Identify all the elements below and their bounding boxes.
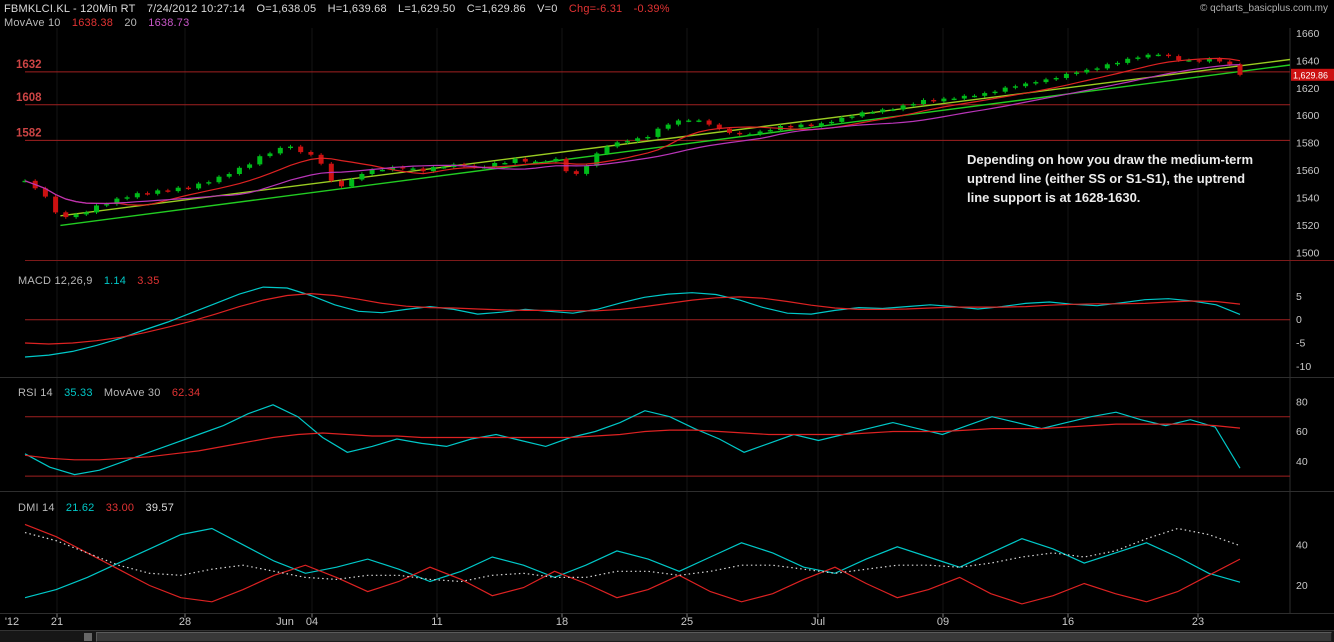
svg-text:40: 40 [1296,456,1308,468]
high-value: H=1,639.68 [327,3,387,15]
dmi-adx-value: 39.57 [145,502,175,514]
svg-text:Jul: Jul [811,616,825,628]
rsi-movave-value: 62.34 [171,387,201,399]
dmi-legend: DMI 14 21.62 33.00 39.57 [18,502,182,514]
svg-text:23: 23 [1192,616,1204,628]
scrollbar-left-cap[interactable] [84,633,92,641]
svg-text:40: 40 [1296,539,1308,551]
movave-label: MovAve 10 [4,17,61,29]
svg-text:1540: 1540 [1296,193,1320,205]
svg-text:5: 5 [1296,291,1302,303]
analyst-annotation: Depending on how you draw the medium-ter… [967,152,1254,205]
dmi-minus-di-value: 33.00 [105,502,135,514]
svg-text:1580: 1580 [1296,138,1320,150]
low-value: L=1,629.50 [398,3,456,15]
svg-text:09: 09 [937,616,949,628]
svg-text:28: 28 [179,616,191,628]
svg-text:0: 0 [1296,314,1302,326]
svg-text:1520: 1520 [1296,220,1320,232]
scrollbar-thumb[interactable] [96,632,1332,642]
svg-text:21: 21 [51,616,63,628]
macd-legend: MACD 12,26,9 1.14 3.35 [18,275,168,287]
copyright-label: © qcharts_basicplus.com.my [1200,3,1328,14]
movave-legend: MovAve 10 1638.38 20 1638.73 [4,17,197,29]
svg-text:1640: 1640 [1296,55,1320,67]
change-value: Chg=-6.31 [568,3,623,15]
dmi-label: DMI 14 [18,502,55,514]
svg-text:-5: -5 [1296,338,1305,350]
svg-text:04: 04 [306,616,318,628]
open-value: O=1,638.05 [256,3,317,15]
rsi-legend: RSI 14 35.33 MovAve 30 62.34 [18,387,208,399]
svg-text:80: 80 [1296,396,1308,408]
svg-text:1660: 1660 [1296,28,1320,40]
movave20-value: 1638.73 [148,17,190,29]
volume-value: V=0 [537,3,558,15]
svg-text:60: 60 [1296,426,1308,438]
svg-text:1608: 1608 [16,92,42,104]
svg-text:Jun: Jun [276,616,294,628]
close-value: C=1,629.86 [466,3,526,15]
change-pct-value: -0.39% [633,3,670,15]
svg-text:11: 11 [431,616,442,628]
movave10-value: 1638.38 [71,17,114,29]
svg-text:-10: -10 [1296,361,1311,373]
svg-text:1632: 1632 [16,59,42,71]
header-bar: FBMKLCI.KL - 120Min RT 7/24/2012 10:27:1… [4,3,678,15]
symbol-label: FBMKLCI.KL - 120Min RT [4,3,136,15]
movave20-label: 20 [124,17,137,29]
svg-text:1500: 1500 [1296,247,1320,259]
svg-text:1600: 1600 [1296,110,1320,122]
rsi-movave-label: MovAve 30 [103,387,161,399]
svg-text:20: 20 [1296,580,1308,592]
macd-signal-value: 3.35 [137,275,160,287]
datetime-label: 7/24/2012 10:27:14 [146,3,246,15]
svg-text:1620: 1620 [1296,83,1320,95]
svg-text:1582: 1582 [16,127,42,139]
macd-value: 1.14 [103,275,127,287]
svg-text:'12: '12 [5,616,19,628]
svg-text:25: 25 [681,616,693,628]
macd-label: MACD 12,26,9 [18,275,93,287]
dmi-plus-di-value: 21.62 [65,502,95,514]
rsi-value: 35.33 [64,387,93,399]
svg-text:1560: 1560 [1296,165,1320,177]
svg-text:1,629.86: 1,629.86 [1293,70,1328,80]
svg-text:18: 18 [556,616,568,628]
horizontal-scrollbar[interactable] [0,630,1334,642]
svg-text:16: 16 [1062,616,1074,628]
rsi-label: RSI 14 [18,387,53,399]
